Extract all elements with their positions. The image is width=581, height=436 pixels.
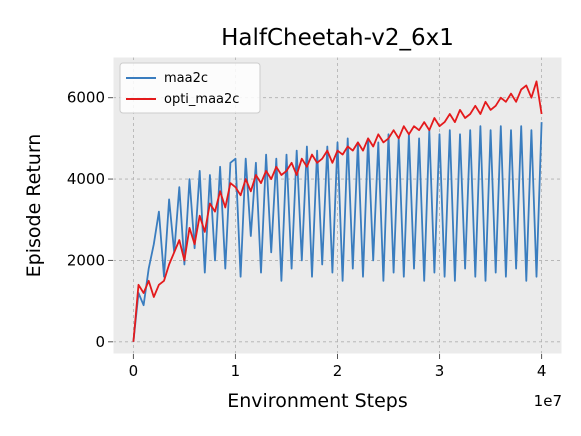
series-line-maa2c — [132, 122, 543, 342]
series-layer — [132, 80, 543, 342]
legend-box — [119, 62, 261, 114]
y-tick-label-0: 0 — [95, 333, 105, 351]
legend-label-opti-maa2c: opti_maa2c — [164, 92, 239, 107]
x-tick-label-2: 2 — [333, 362, 343, 380]
x-tick-label-4: 4 — [537, 362, 547, 380]
legend-label-maa2c: maa2c — [164, 71, 208, 86]
x-axis-offset-label: 1e7 — [534, 392, 562, 410]
y-tick-label-3: 6000 — [67, 89, 105, 107]
x-tick-label-0: 0 — [129, 362, 139, 380]
axes-layer: 0 1 2 3 4 0 2000 4000 6000 — [67, 56, 563, 380]
y-tick-label-1: 2000 — [67, 251, 105, 269]
y-tick-label-2: 4000 — [67, 170, 105, 188]
x-tick-label-3: 3 — [435, 362, 445, 380]
series-line-opti-maa2c — [132, 80, 543, 342]
x-axis-label: Environment Steps — [227, 390, 408, 412]
legend: maa2c opti_maa2c — [119, 62, 261, 114]
chart-title: HalfCheetah-v2_6x1 — [221, 25, 454, 51]
x-tick-label-1: 1 — [231, 362, 241, 380]
y-axis-label: Episode Return — [23, 134, 45, 278]
